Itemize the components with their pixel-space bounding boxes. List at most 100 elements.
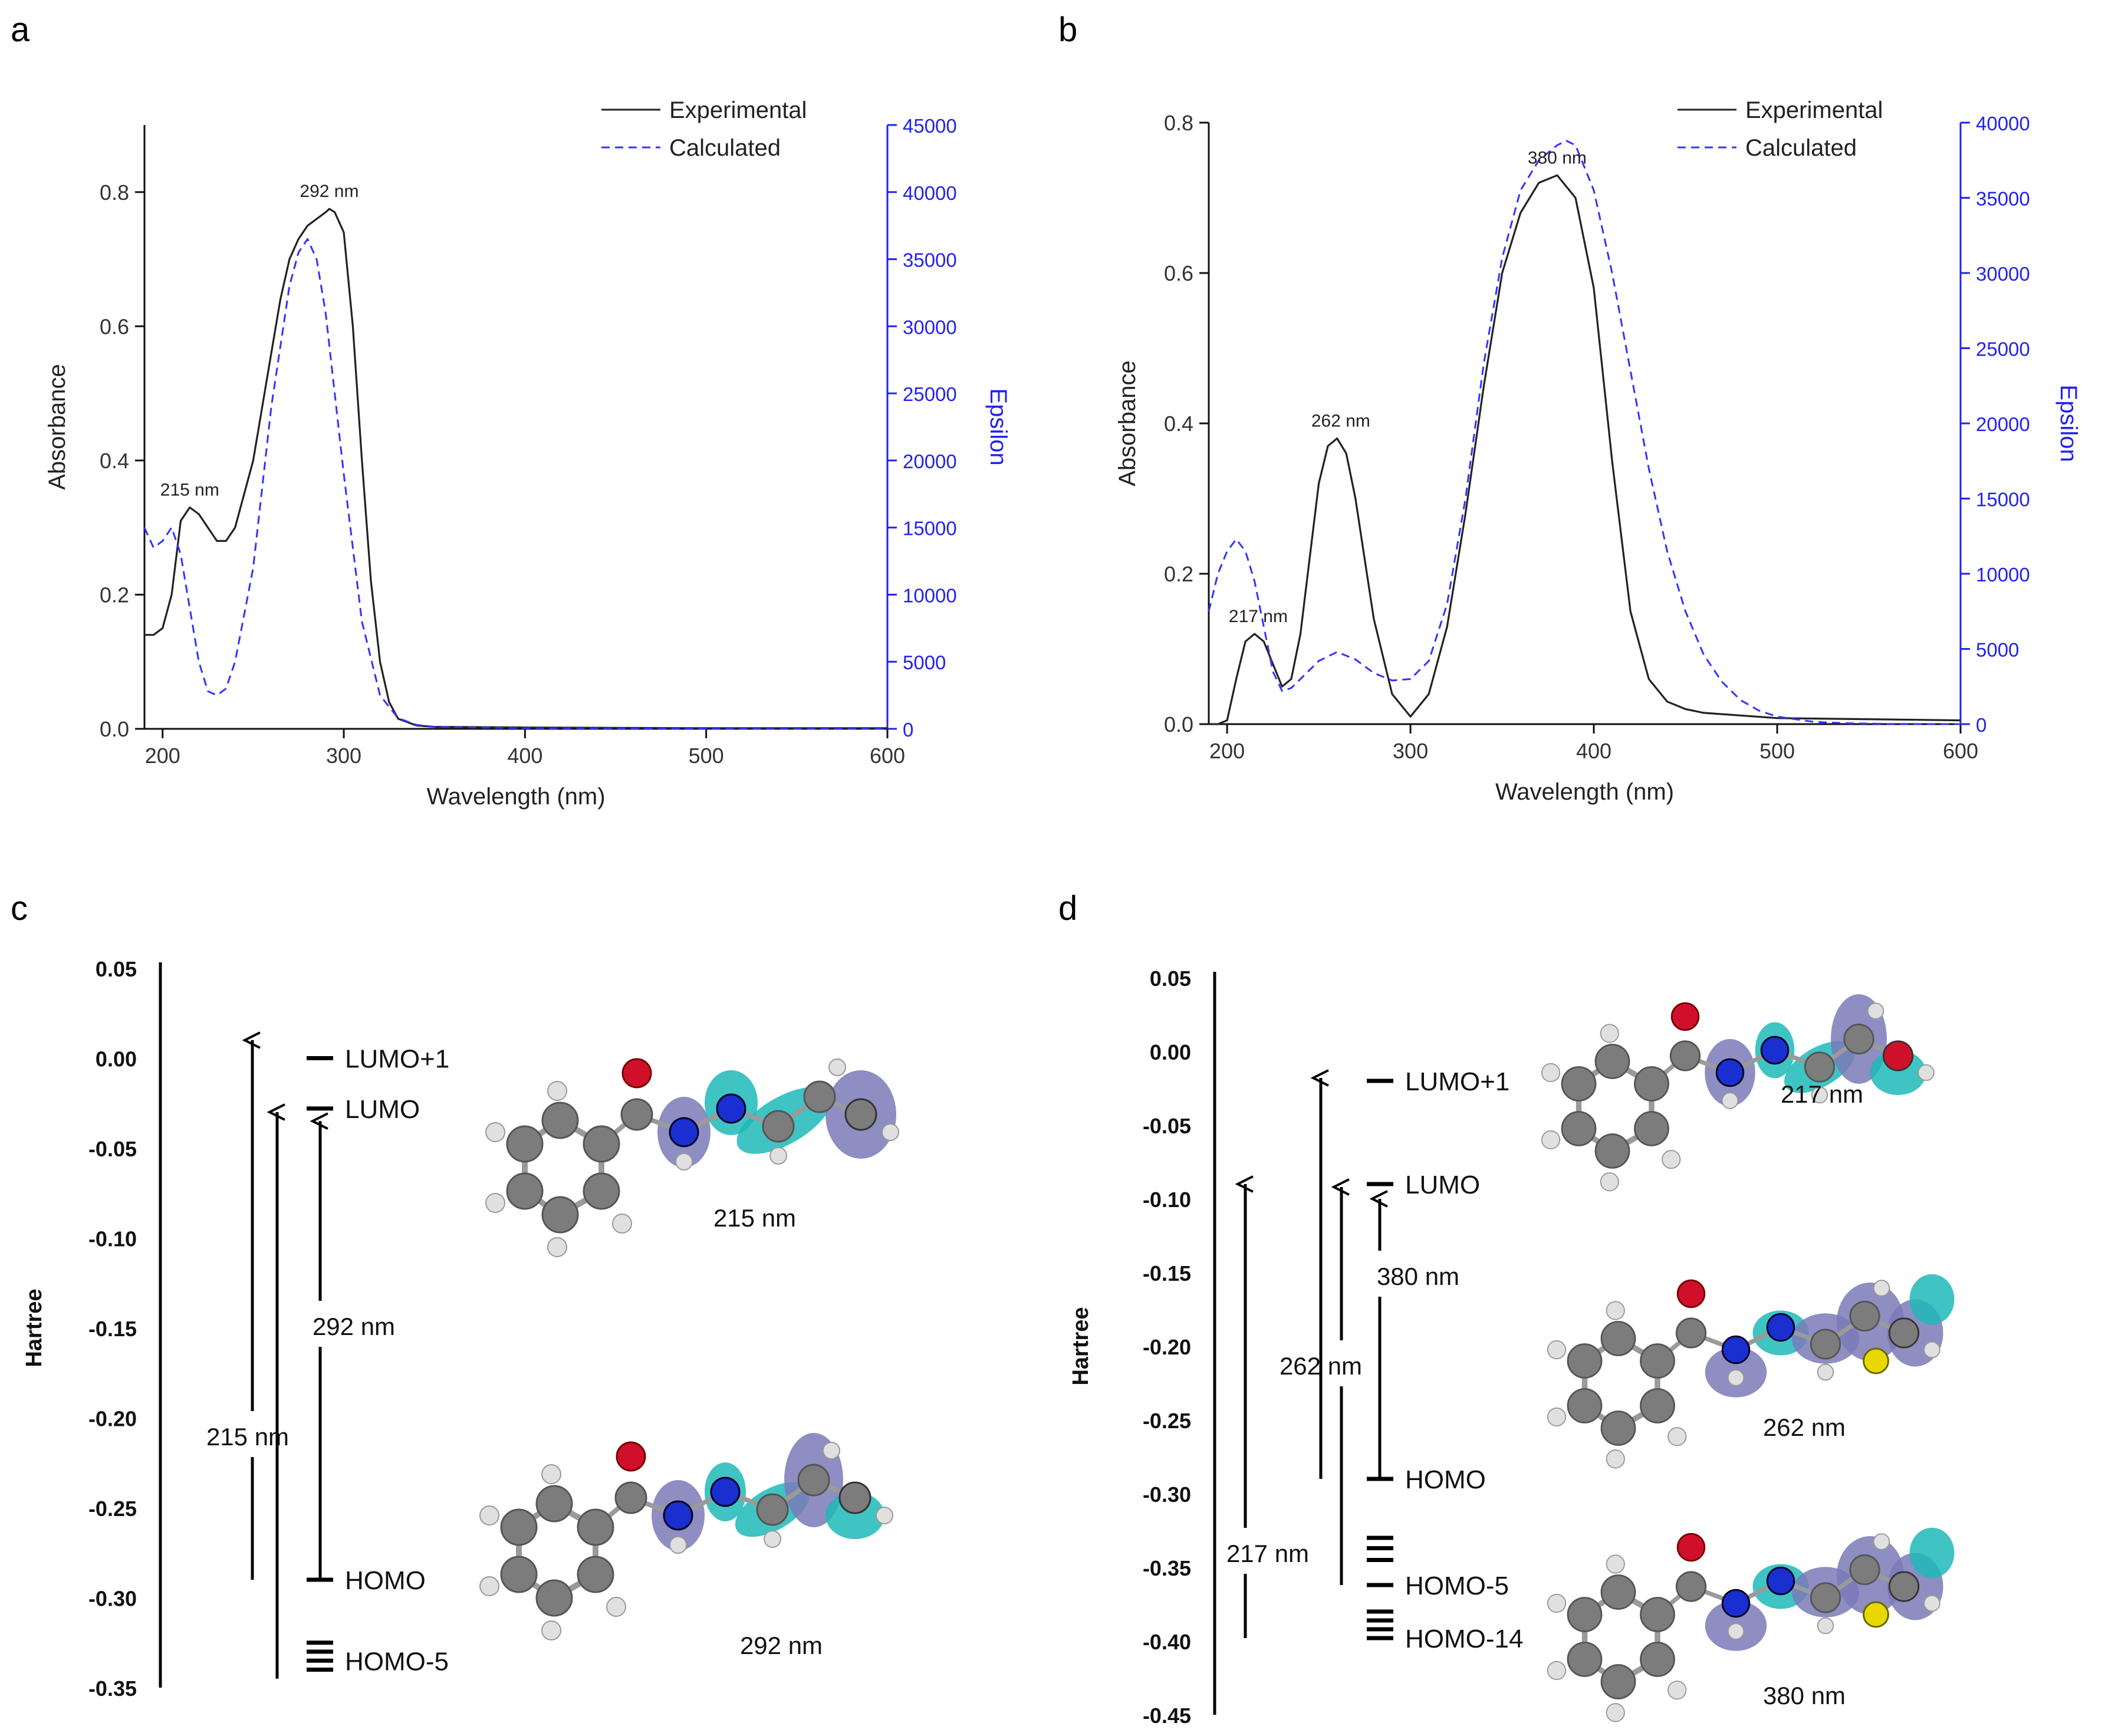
- carbon-atom: [1567, 1597, 1603, 1632]
- energy-axis-label: Hartree: [1068, 1307, 1093, 1385]
- hydrogen-atom: [669, 1536, 687, 1554]
- hydrogen-atom: [547, 1081, 567, 1101]
- hydrogen-atom: [1667, 1427, 1687, 1446]
- energy-level-label: HOMO-5: [1405, 1571, 1509, 1600]
- molecule-model: [1541, 994, 1935, 1192]
- energy-tick-label: 0.05: [96, 957, 137, 981]
- peak-annotation: 262 nm: [1311, 412, 1370, 431]
- carbon-atom: [1675, 1317, 1707, 1349]
- carbon-atom: [614, 1481, 647, 1514]
- hydrogen-atom: [479, 1576, 499, 1596]
- energy-level-label: HOMO-5: [345, 1647, 449, 1676]
- x-tick-label: 200: [1209, 739, 1245, 763]
- tail-atom: [1888, 1571, 1920, 1602]
- panel-label-a: a: [11, 11, 30, 49]
- y2-tick-label: 35000: [1976, 188, 2030, 210]
- x-tick-label: 600: [870, 744, 905, 768]
- y2-tick-label: 0: [1976, 714, 1986, 736]
- energy-tick-label: 0.05: [1150, 966, 1191, 991]
- energy-tick-label: -0.25: [88, 1497, 137, 1521]
- carbon-atom: [1640, 1642, 1675, 1677]
- carbon-atom: [1594, 1133, 1630, 1169]
- x-tick-label: 300: [1393, 739, 1428, 763]
- hydrogen-atom: [606, 1597, 626, 1617]
- y2-tick-label: 40000: [903, 182, 957, 204]
- carbon-atom: [1810, 1329, 1841, 1360]
- carbon-atom: [1561, 1111, 1597, 1146]
- sulfur-atom: [1863, 1601, 1889, 1628]
- series-line-experimental: [144, 208, 887, 729]
- peak-annotation: 380 nm: [1528, 148, 1587, 167]
- oxygen-atom: [621, 1058, 652, 1089]
- carbon-atom: [577, 1556, 614, 1593]
- nitrogen-atom: [663, 1500, 693, 1531]
- hydrogen-atom: [1873, 1533, 1890, 1550]
- orbital-caption: 262 nm: [1763, 1413, 1846, 1441]
- chart-b: 200 300 400 500 600 0.0 0.2 0.4 0.6 0.8 0 5000 10000…: [1114, 97, 2081, 805]
- hydrogen-atom: [1600, 1172, 1619, 1192]
- carbon-atom: [1600, 1574, 1636, 1610]
- energy-level-label: LUMO: [1405, 1171, 1480, 1199]
- nitrogen-atom: [1721, 1335, 1751, 1365]
- y2-tick-label: 25000: [903, 383, 957, 405]
- y2-tick-label: 5000: [903, 652, 946, 673]
- x-tick-label: 400: [1576, 739, 1611, 763]
- nitrogen-atom: [669, 1117, 699, 1148]
- series-line-calculated: [1208, 140, 1961, 725]
- carbon-atom: [1640, 1388, 1675, 1423]
- carbon-atom: [583, 1125, 620, 1163]
- x-axis-label: Wavelength (nm): [426, 784, 605, 810]
- hydrogen-atom: [1547, 1407, 1567, 1427]
- y2-tick-label: 10000: [1976, 564, 2030, 586]
- hydrogen-atom: [1873, 1280, 1890, 1297]
- hydrogen-atom: [547, 1237, 567, 1257]
- y-axis-label: Absorbance: [1114, 360, 1140, 486]
- nitrogen-atom: [1721, 1589, 1751, 1618]
- tail-atom: [838, 1481, 871, 1514]
- energy-diagram-c: 0.05 0.00 -0.05 -0.10 -0.15 -0.20 -0.25 -0.30 -0…: [22, 957, 899, 1701]
- carbon-atom: [1810, 1582, 1841, 1613]
- molecule-model: [485, 1058, 899, 1257]
- hydrogen-atom: [1811, 1086, 1828, 1104]
- energy-tick-label: -0.05: [88, 1137, 137, 1161]
- hydrogen-atom: [479, 1505, 499, 1525]
- molecule-model: [479, 1433, 893, 1640]
- energy-tick-label: -0.20: [88, 1407, 137, 1431]
- orbital-caption: 380 nm: [1763, 1682, 1846, 1709]
- series-line-calculated: [143, 238, 888, 730]
- carbon-atom: [535, 1485, 573, 1523]
- orbital-caption: 292 nm: [740, 1632, 823, 1659]
- y2-axis-label: Epsilon: [2055, 384, 2081, 462]
- tail-atom: [1888, 1317, 1920, 1349]
- energy-level-label: HOMO: [345, 1566, 426, 1595]
- chart-a: 200 300 400 500 600 0.0 0.2 0.4 0.6 0.8 0 5000 10000…: [44, 97, 1011, 810]
- hydrogen-atom: [1547, 1661, 1567, 1681]
- carbon-atom: [1600, 1664, 1636, 1699]
- energy-tick-label: -0.45: [1143, 1704, 1191, 1728]
- y2-tick-label: 25000: [1976, 338, 2030, 360]
- orbital-caption: 215 nm: [713, 1204, 796, 1232]
- carbon-atom: [506, 1172, 544, 1210]
- y2-tick-label: 15000: [1976, 489, 2030, 511]
- x-axis-label: Wavelength (nm): [1495, 779, 1674, 805]
- hydrogen-atom: [1923, 1341, 1940, 1359]
- carbon-atom: [1634, 1066, 1669, 1102]
- y-tick-label: 0.0: [1164, 712, 1193, 737]
- carbon-atom: [1561, 1066, 1597, 1102]
- hydrogen-atom: [1541, 1063, 1561, 1083]
- x-tick-label: 200: [145, 744, 180, 768]
- sulfur-atom: [1863, 1347, 1889, 1375]
- carbon-atom: [1567, 1642, 1603, 1677]
- carbon-atom: [797, 1464, 830, 1497]
- nitrogen-atom: [1760, 1035, 1790, 1065]
- hydrogen-atom: [1547, 1593, 1567, 1613]
- carbon-atom: [541, 1102, 579, 1139]
- carbon-atom: [506, 1125, 544, 1163]
- y2-tick-label: 30000: [1976, 263, 2030, 285]
- energy-tick-label: -0.15: [88, 1317, 137, 1341]
- carbon-atom: [1640, 1597, 1675, 1632]
- energy-tick-label: -0.25: [1143, 1409, 1191, 1433]
- hydrogen-atom: [485, 1193, 505, 1213]
- legend-label: Calculated: [1745, 135, 1857, 161]
